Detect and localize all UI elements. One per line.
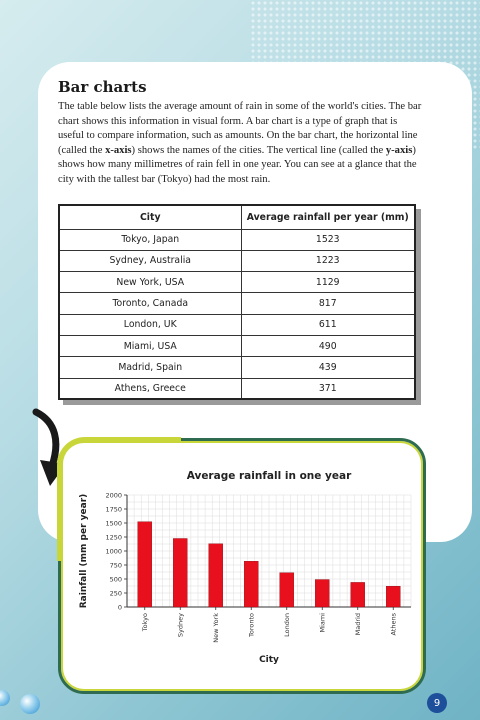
rainfall-cell: 611	[240, 313, 416, 336]
intro-line: ) shows how many millimetres of rain fel…	[58, 144, 416, 171]
rainfall-cell: 1223	[240, 249, 416, 273]
page-title: Bar charts	[58, 78, 147, 96]
table-row: London, UK 611	[58, 313, 416, 336]
city-cell: Athens, Greece	[58, 377, 242, 400]
rainfall-cell: 1129	[240, 271, 416, 294]
y-tick-label: 0	[118, 604, 122, 612]
table-row: New York, USA 1129	[58, 271, 416, 294]
intro-line: that is useful to compare information, s…	[58, 115, 398, 142]
column-header-rainfall: Average rainfall per year (mm)	[240, 204, 416, 230]
city-cell: Toronto, Canada	[58, 292, 242, 315]
x-tick-label: Tokyo	[141, 613, 149, 632]
y-tick-label: 750	[110, 562, 122, 570]
intro-line: The bar chart shows this information in …	[58, 101, 422, 127]
bar-london	[279, 572, 294, 608]
y-axis-label: Rainfall (mm per year)	[79, 494, 89, 609]
bubble-decoration	[0, 690, 10, 706]
bar-new-york	[208, 543, 223, 608]
rainfall-cell: 490	[240, 334, 416, 358]
rainfall-table-wrapper: City Average rainfall per year (mm) Toky…	[58, 204, 416, 401]
rainfall-table: City Average rainfall per year (mm) Toky…	[58, 204, 416, 401]
page-number-badge: 9	[427, 693, 447, 713]
rainfall-cell: 439	[240, 356, 416, 379]
y-axis-term: y-axis	[385, 144, 413, 156]
table-row: Toronto, Canada 817	[58, 292, 416, 315]
chart-frame: Average rainfall in one year 0 250 500 750 10…	[57, 437, 426, 694]
table-row: Sydney, Australia 1223	[58, 249, 416, 273]
y-tick-label: 250	[110, 590, 122, 598]
y-tick-label: 1250	[105, 534, 122, 542]
rainfall-cell: 371	[240, 377, 416, 400]
y-tick-label: 1000	[105, 548, 122, 556]
bar-tokyo	[137, 521, 152, 608]
bar-sydney	[173, 538, 188, 608]
x-tick-label: New York	[212, 613, 220, 643]
bar-athens	[386, 586, 401, 608]
x-tick-label: Sydney	[176, 613, 184, 637]
x-axis-term: x-axis	[105, 144, 132, 156]
table-row: Athens, Greece 371	[58, 377, 416, 400]
chart-title: Average rainfall in one year	[187, 470, 352, 482]
bar-madrid	[350, 582, 365, 608]
rainfall-cell: 817	[240, 292, 416, 315]
x-tick-label: London	[283, 613, 291, 637]
x-tick-label: Miami	[318, 613, 326, 633]
x-tick-label: Athens	[389, 612, 397, 635]
y-tick-label: 500	[110, 576, 122, 584]
x-tick-label: Madrid	[354, 613, 362, 635]
y-tick-label: 1500	[105, 520, 122, 528]
intro-line: horizontal line (called the	[58, 130, 418, 156]
bubble-decoration	[20, 694, 40, 714]
intro-line: (called the	[338, 144, 386, 156]
bar-toronto	[244, 561, 259, 608]
table-row: Tokyo, Japan 1523	[58, 228, 416, 251]
intro-line: The table below lists the average amount…	[58, 101, 387, 112]
intro-paragraph: The table below lists the average amount…	[58, 100, 422, 187]
city-cell: Madrid, Spain	[58, 356, 242, 379]
x-tick-label: Toronto	[247, 613, 255, 638]
table-row: Madrid, Spain 439	[58, 356, 416, 379]
x-axis-label: City	[259, 655, 279, 665]
city-cell: Miami, USA	[58, 334, 242, 358]
city-cell: New York, USA	[58, 271, 242, 294]
column-header-city: City	[58, 204, 242, 230]
bar-miami	[315, 579, 330, 608]
rainfall-bar-chart: Average rainfall in one year 0 250 500 750 10…	[79, 470, 412, 665]
rainfall-cell: 1523	[240, 228, 416, 251]
city-cell: Tokyo, Japan	[58, 228, 242, 251]
y-tick-label: 2000	[105, 492, 122, 500]
table-row: Miami, USA 490	[58, 334, 416, 358]
table-header-row: City Average rainfall per year (mm)	[58, 204, 416, 230]
intro-line: ) shows the names of the cities. The ver…	[131, 144, 337, 156]
city-cell: Sydney, Australia	[58, 249, 242, 273]
city-cell: London, UK	[58, 313, 242, 336]
y-tick-label: 1750	[105, 506, 122, 514]
intro-line: see at a glance that the city with the t…	[58, 159, 417, 185]
